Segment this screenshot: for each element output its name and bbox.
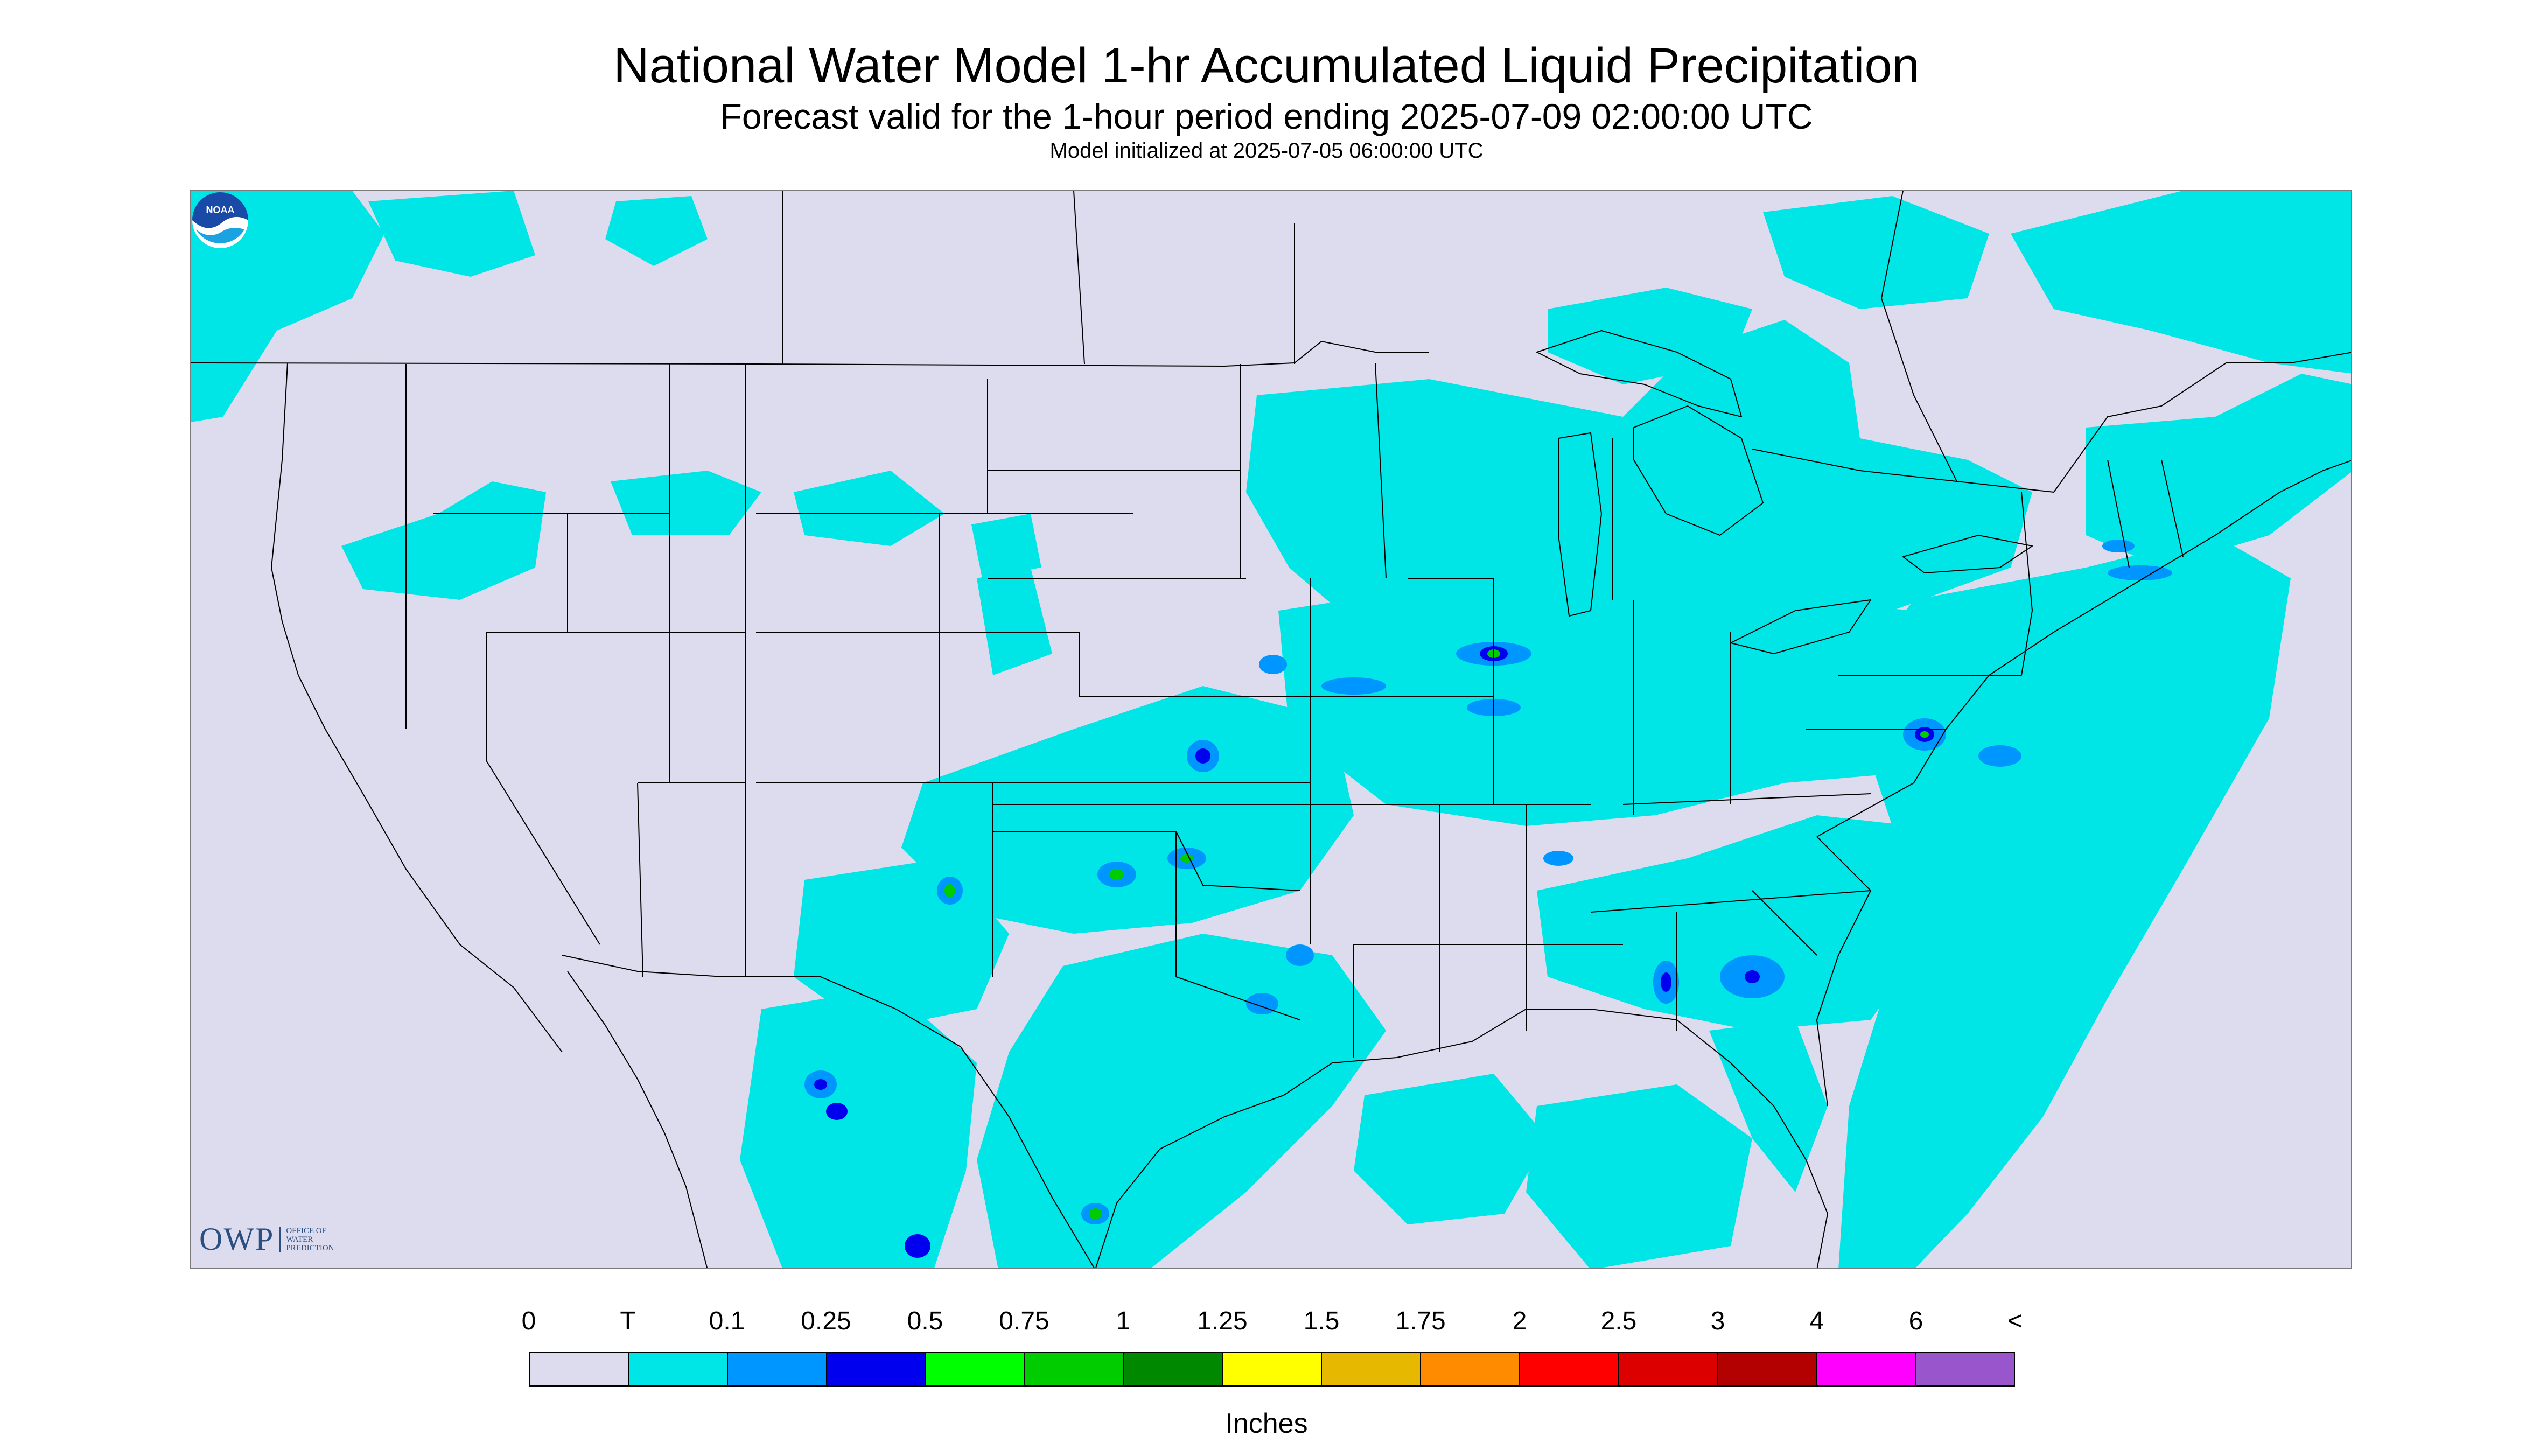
map-subtitle: Forecast valid for the 1-hour period end… [720, 96, 1813, 136]
legend-tick-label: 1 [1116, 1307, 1131, 1335]
legend-swatch [1223, 1353, 1322, 1385]
noaa-logo-icon: NOAA [192, 192, 248, 248]
legend-swatch [1619, 1353, 1718, 1385]
legend-swatch [1421, 1353, 1520, 1385]
legend-color-bar [529, 1352, 2015, 1387]
owp-logo-line2: WATER [286, 1235, 313, 1244]
boundary-lines [191, 191, 2351, 1268]
legend-swatch [1520, 1353, 1619, 1385]
legend-tick-label: < [2007, 1307, 2023, 1335]
legend-swatch [1124, 1353, 1223, 1385]
model-init-text: Model initialized at 2025-07-05 06:00:00… [1049, 139, 1484, 163]
legend-tick-label: 0.1 [709, 1307, 745, 1335]
legend-swatch [530, 1353, 629, 1385]
legend-tick-label: 4 [1809, 1307, 1824, 1335]
owp-logo: OWP OFFICE OF WATER PREDICTION [199, 1221, 367, 1258]
precipitation-legend: 0 T 0.1 0.25 0.5 0.75 1 1.25 1.5 1.75 2 2.5 3 4 6 < [522, 1306, 2023, 1387]
legend-swatch [1916, 1353, 2014, 1385]
legend-tick-label: 0.5 [907, 1307, 943, 1335]
legend-swatch [926, 1353, 1025, 1385]
legend-tick-label: 1.25 [1197, 1307, 1248, 1335]
owp-logo-mark: OWP [199, 1221, 275, 1257]
map-canvas [191, 191, 2351, 1268]
legend-swatch [727, 1353, 827, 1385]
precipitation-map: OWP OFFICE OF WATER PREDICTION NOAA [190, 190, 2352, 1269]
legend-tick-label: 2.5 [1600, 1307, 1637, 1335]
legend-tick-label: 1.75 [1395, 1307, 1446, 1335]
legend-swatch [1817, 1353, 1916, 1385]
legend-tick-label: 0.75 [999, 1307, 1049, 1335]
heavy-precipitation-layer [804, 540, 2172, 1258]
noaa-logo-text: NOAA [206, 205, 235, 215]
legend-swatch [1025, 1353, 1124, 1385]
map-title: National Water Model 1-hr Accumulated Li… [613, 38, 1920, 93]
legend-swatch [628, 1353, 728, 1385]
legend-tick-label: 0.25 [801, 1307, 851, 1335]
legend-tick-label: 3 [1710, 1307, 1725, 1335]
legend-tick-label: 6 [1908, 1307, 1923, 1335]
legend-units: Inches [1225, 1408, 1308, 1439]
legend-tick-label: 0 [521, 1307, 536, 1335]
legend-tick-label: T [620, 1307, 636, 1335]
legend-tick-label: 1.5 [1303, 1307, 1340, 1335]
owp-logo-subtitle: OFFICE OF WATER PREDICTION [279, 1226, 367, 1252]
legend-swatch [1718, 1353, 1817, 1385]
legend-swatch [827, 1353, 926, 1385]
owp-logo-line3: PREDICTION [286, 1243, 334, 1252]
precipitation-layer [191, 191, 2351, 1268]
legend-swatch [1321, 1353, 1421, 1385]
owp-logo-line1: OFFICE OF [286, 1226, 326, 1235]
domain-edge-left [191, 578, 470, 1268]
legend-tick-label: 2 [1512, 1307, 1527, 1335]
